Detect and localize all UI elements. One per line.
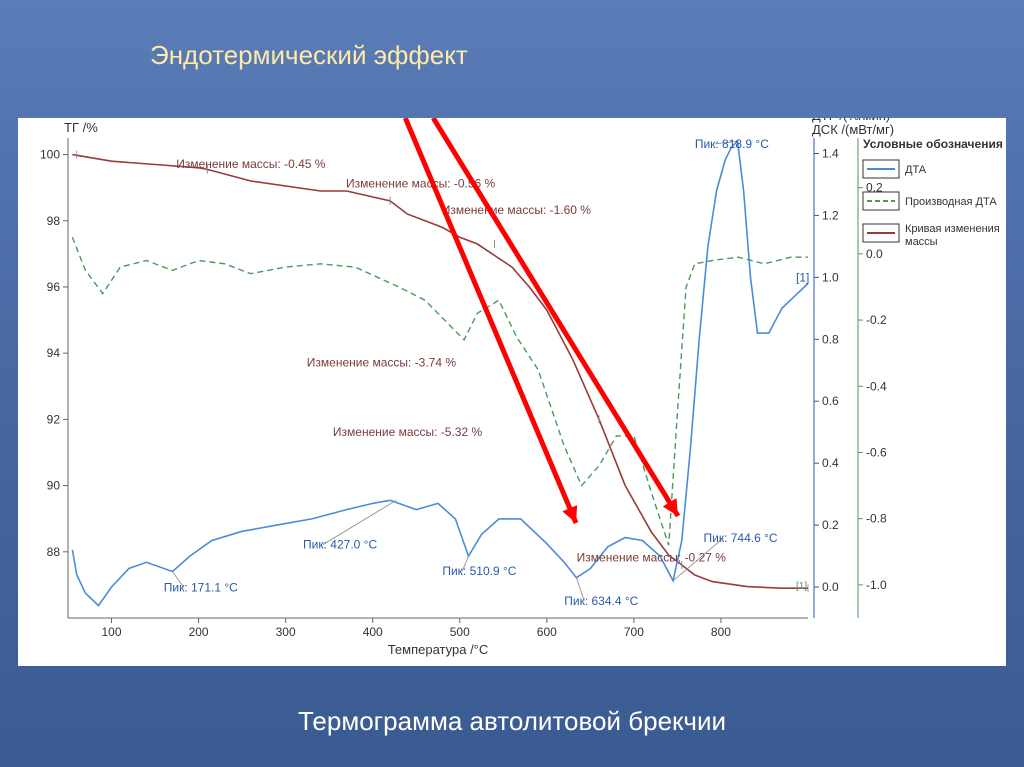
svg-text:Пик: 171.1 °C: Пик: 171.1 °C — [164, 581, 238, 595]
svg-text:ДТГ /(%/мин): ДТГ /(%/мин) — [812, 118, 890, 123]
svg-text:90: 90 — [47, 479, 61, 493]
svg-text:Условные обозначения: Условные обозначения — [863, 137, 1003, 151]
svg-text:Пик: 818.9 °C: Пик: 818.9 °C — [695, 137, 769, 151]
svg-text:Изменение массы: -5.32 %: Изменение массы: -5.32 % — [333, 425, 483, 439]
svg-text:94: 94 — [47, 346, 61, 360]
svg-text:Изменение массы: -1.60 %: Изменение массы: -1.60 % — [442, 203, 592, 217]
title-caption: Термограмма автолитовой брекчии — [0, 706, 1024, 737]
svg-text:-1.0: -1.0 — [866, 578, 887, 592]
svg-text:0.4: 0.4 — [822, 456, 839, 470]
svg-text:400: 400 — [363, 625, 383, 639]
svg-text:-0.8: -0.8 — [866, 512, 887, 526]
svg-text:-0.2: -0.2 — [866, 313, 887, 327]
svg-text:100: 100 — [40, 148, 60, 162]
svg-text:Пик: 634.4 °C: Пик: 634.4 °C — [564, 594, 638, 608]
svg-text:1.4: 1.4 — [822, 146, 839, 160]
svg-text:[1]: [1] — [796, 270, 809, 284]
slide-root: Эндотермический эффект 100 200 300 400 500 60… — [0, 0, 1024, 767]
svg-text:600: 600 — [537, 625, 557, 639]
svg-text:1.0: 1.0 — [822, 270, 839, 284]
svg-text:Пик: 510.9 °C: Пик: 510.9 °C — [442, 564, 516, 578]
svg-text:Изменение массы: -0.27 %: Изменение массы: -0.27 % — [577, 551, 727, 565]
svg-text:Пик: 427.0 °C: Пик: 427.0 °C — [303, 537, 377, 551]
svg-text:Изменение массы: -3.74 %: Изменение массы: -3.74 % — [307, 355, 457, 369]
svg-text:ДСК /(мВт/мг): ДСК /(мВт/мг) — [812, 122, 894, 137]
svg-text:0.0: 0.0 — [822, 580, 839, 594]
thermogram-chart: 100 200 300 400 500 600 700 800 Температура /°C 8… — [18, 118, 1006, 666]
svg-text:800: 800 — [711, 625, 731, 639]
svg-text:Изменение массы: -0.45 %: Изменение массы: -0.45 % — [176, 157, 326, 171]
title-endothermic: Эндотермический эффект — [150, 40, 468, 71]
chart-svg: 100 200 300 400 500 600 700 800 Температура /°C 8… — [18, 118, 1006, 666]
svg-text:0.2: 0.2 — [822, 518, 839, 532]
svg-text:0.0: 0.0 — [866, 247, 883, 261]
svg-text:96: 96 — [47, 280, 61, 294]
svg-text:-0.4: -0.4 — [866, 379, 887, 393]
svg-text:500: 500 — [450, 625, 470, 639]
svg-text:300: 300 — [276, 625, 296, 639]
svg-text:-0.6: -0.6 — [866, 445, 887, 459]
svg-text:Пик: 744.6 °C: Пик: 744.6 °C — [704, 531, 778, 545]
svg-text:88: 88 — [47, 545, 61, 559]
svg-text:100: 100 — [102, 625, 122, 639]
svg-text:Кривая изменения: Кривая изменения — [905, 223, 1000, 235]
svg-text:массы: массы — [905, 236, 938, 248]
svg-text:700: 700 — [624, 625, 644, 639]
svg-text:[1]: [1] — [796, 581, 807, 592]
svg-text:Производная ДТА: Производная ДТА — [905, 196, 997, 208]
svg-text:0.6: 0.6 — [822, 394, 839, 408]
svg-text:200: 200 — [189, 625, 209, 639]
svg-text:98: 98 — [47, 214, 61, 228]
svg-text:ТГ /%: ТГ /% — [64, 120, 98, 135]
svg-text:92: 92 — [47, 412, 61, 426]
svg-text:Температура /°C: Температура /°C — [388, 642, 489, 657]
svg-text:ДТА: ДТА — [905, 164, 927, 176]
svg-text:1.2: 1.2 — [822, 208, 839, 222]
svg-text:0.8: 0.8 — [822, 332, 839, 346]
